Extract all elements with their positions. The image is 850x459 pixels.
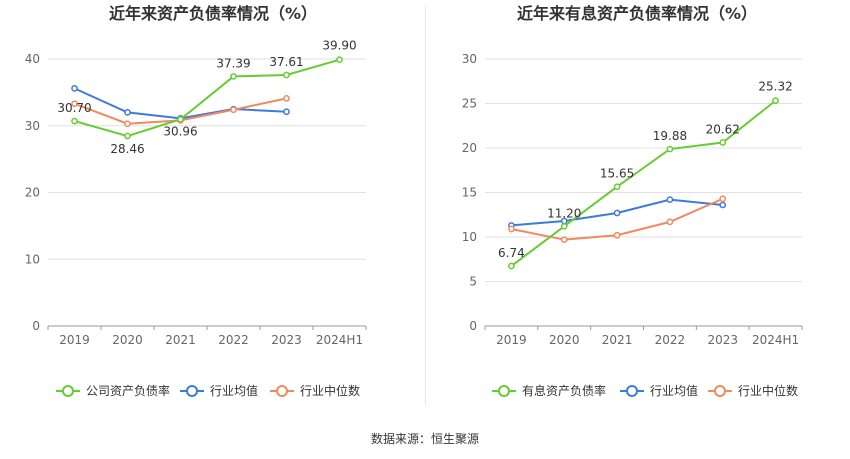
series-line-avg: [74, 87, 287, 120]
chart-panel-1: 近年来资产负债率情况（%） 0 10 20 30 40 2019 2020 2021 2022 20…: [25, 4, 367, 398]
legend-item-median[interactable]: 行业中位数: [708, 383, 798, 398]
data-point-median: [666, 218, 674, 226]
legend-marker: [714, 385, 726, 397]
legend-item-median[interactable]: 行业中位数: [270, 383, 360, 398]
legend-marker: [62, 385, 74, 397]
x-tick-label: 2024H1: [752, 333, 799, 347]
series-line-company: [510, 99, 777, 267]
x-tick-label: 2023: [271, 333, 302, 347]
data-label: 19.88: [653, 129, 687, 143]
legend-label: 公司资产负债率: [86, 383, 170, 398]
legend-label: 行业均值: [210, 383, 258, 398]
data-label: 20.62: [706, 122, 740, 136]
data-point-median: [71, 100, 78, 108]
data-label: 15.65: [600, 167, 634, 181]
y-tick-label: 10: [462, 230, 477, 244]
y-tick-label: 25: [462, 97, 477, 111]
data-point-avg: [613, 209, 621, 217]
x-tick-label: 2021: [165, 333, 196, 347]
data-point-company: [283, 71, 290, 79]
data-point-company: [666, 145, 674, 153]
data-source: 数据来源：恒生聚源: [370, 432, 479, 446]
x-tick-label: 2024H1: [316, 333, 363, 347]
data-point-company: [560, 222, 568, 230]
x-tick-label: 2021: [602, 333, 633, 347]
legend-marker: [626, 385, 638, 397]
data-label: 6.74: [498, 246, 525, 260]
legend-item-company[interactable]: 公司资产负债率: [56, 383, 170, 398]
legend-label: 行业均值: [650, 383, 698, 398]
legend-marker: [276, 385, 288, 397]
y-tick-label: 20: [462, 141, 477, 155]
data-point-median: [613, 231, 621, 239]
data-label: 11.20: [547, 206, 581, 220]
legend-label: 行业中位数: [300, 383, 360, 398]
y-tick-label: 5: [469, 275, 477, 289]
x-tick-label: 2019: [496, 333, 527, 347]
x-tick-label: 2022: [218, 333, 249, 347]
y-tick-label: 30: [462, 52, 477, 66]
data-point-company: [613, 183, 621, 191]
y-tick-label: 20: [25, 186, 40, 200]
x-tick-label: 2020: [549, 333, 580, 347]
x-tick-label: 2020: [112, 333, 143, 347]
data-label: 28.46: [110, 142, 144, 156]
data-point-median: [719, 195, 727, 203]
legend-label: 有息资产负债率: [522, 383, 606, 398]
data-point-median: [560, 236, 568, 244]
data-point-median: [508, 225, 515, 233]
data-point-median: [230, 106, 237, 114]
legend-item-company[interactable]: 有息资产负债率: [492, 383, 606, 398]
data-point-avg: [71, 85, 78, 92]
data-point-company: [230, 73, 237, 80]
legend-label: 行业中位数: [738, 383, 798, 398]
x-tick-label: 2019: [59, 333, 90, 347]
data-point-company: [336, 56, 343, 64]
data-point-avg: [124, 109, 131, 116]
data-point-company: [772, 97, 779, 105]
legend-marker: [186, 385, 198, 397]
chart-title: 近年来有息资产负债率情况（%）: [517, 4, 757, 23]
legend-item-avg[interactable]: 行业均值: [620, 383, 698, 398]
y-tick-label: 10: [25, 252, 40, 266]
data-label: 37.61: [269, 55, 303, 69]
data-label: 30.70: [57, 101, 91, 115]
data-label: 39.90: [322, 39, 356, 53]
data-point-avg: [666, 196, 674, 203]
y-tick-label: 15: [462, 186, 477, 200]
data-point-median: [283, 95, 290, 102]
data-point-median: [124, 120, 131, 128]
data-point-company: [508, 262, 515, 270]
x-tick-label: 2022: [655, 333, 686, 347]
x-tick-label: 2023: [707, 333, 738, 347]
data-point-company: [71, 117, 78, 125]
panel-divider: [425, 5, 426, 405]
data-label: 25.32: [758, 80, 792, 94]
data-label: 30.96: [163, 124, 197, 138]
y-tick-label: 40: [25, 52, 40, 66]
legend-marker: [498, 385, 510, 397]
data-point-company: [719, 139, 727, 146]
legend-item-avg[interactable]: 行业均值: [180, 383, 258, 398]
series-line-company: [74, 58, 340, 138]
data-label: 37.39: [216, 56, 250, 70]
data-point-avg: [283, 108, 290, 116]
data-point-company: [177, 115, 184, 123]
chart-panel-2: 近年来有息资产负债率情况（%） 0 5 10 15 20 25 30 2019 2020 2021 2…: [462, 4, 803, 398]
y-tick-label: 0: [32, 319, 40, 333]
data-point-avg: [719, 201, 727, 209]
chart-title: 近年来资产负债率情况（%）: [109, 4, 317, 23]
data-point-company: [124, 132, 131, 140]
y-tick-label: 0: [469, 319, 477, 333]
y-tick-label: 30: [25, 119, 40, 133]
